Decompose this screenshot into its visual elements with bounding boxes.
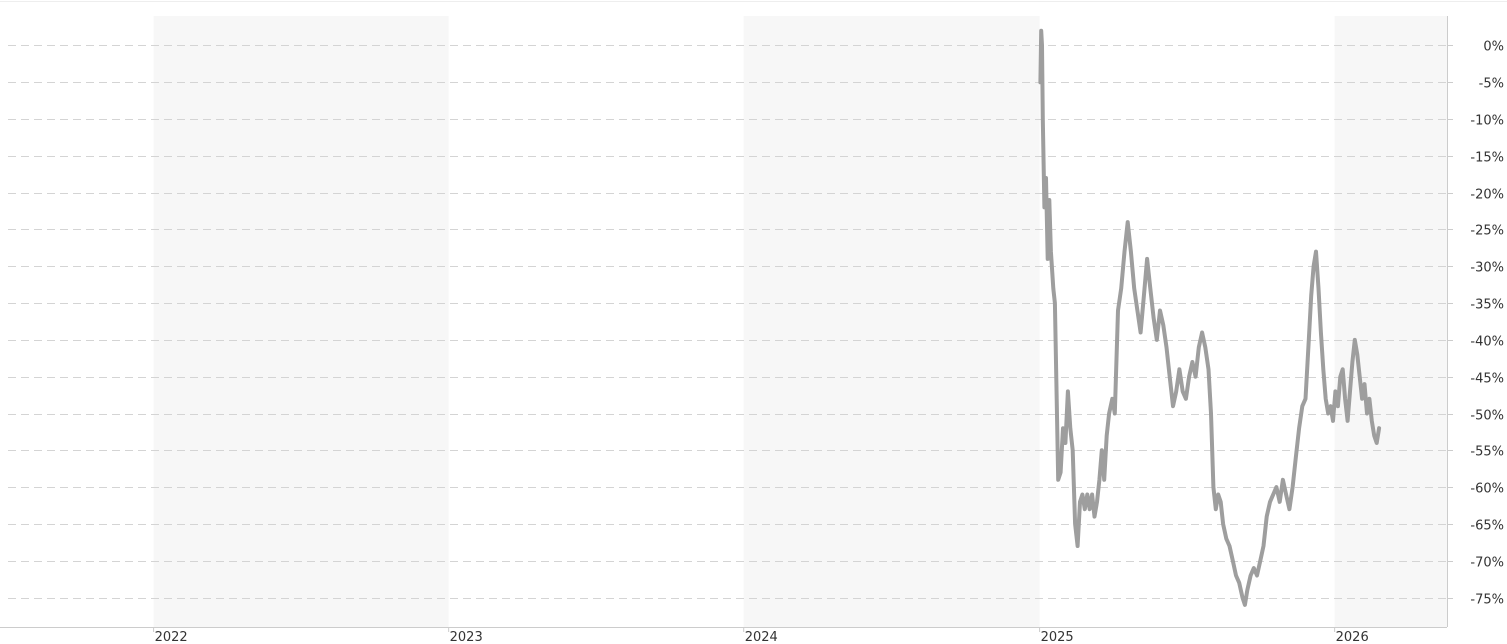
y-tick-label: -60% [1470, 482, 1504, 497]
series-line [1038, 28, 1382, 607]
x-tick-label: 2024 [745, 630, 778, 644]
x-tick-label: 2026 [1336, 630, 1369, 644]
y-tick-label: -30% [1470, 261, 1504, 276]
y-tick-label: -45% [1470, 372, 1504, 387]
y-tick-label: -65% [1470, 519, 1504, 534]
x-tick-label: 2023 [450, 630, 483, 644]
year-band-2022 [153, 16, 449, 627]
y-tick-label: -40% [1470, 335, 1504, 350]
gridlines [8, 45, 1447, 599]
y-tick-label: -50% [1470, 409, 1504, 424]
year-band-2024 [743, 16, 1040, 627]
y-tick-label: -35% [1470, 298, 1504, 313]
x-tick-label: 2025 [1041, 630, 1074, 644]
year-band-2026 [1334, 16, 1447, 627]
y-tick-label: -25% [1470, 224, 1504, 239]
y-tick-label: -10% [1470, 114, 1504, 129]
year-bands [153, 16, 1447, 627]
y-tick-label: -20% [1470, 188, 1504, 203]
y-tick-label: 0% [1483, 40, 1504, 55]
y-tick-label: -5% [1479, 77, 1504, 92]
y-tick-label: -70% [1470, 556, 1504, 571]
y-tick-label: -15% [1470, 151, 1504, 166]
y-tick-label: -55% [1470, 445, 1504, 460]
x-axis-ticks: 2022 2023 2024 2025 2026 [153, 627, 1369, 644]
y-tick-label: -75% [1470, 593, 1504, 608]
series-group [1038, 28, 1382, 607]
x-tick-label: 2022 [155, 630, 188, 644]
y-axis-ticks: 0% -5% -10% -15% -20% -25% -30% -35% -40% -45% -50… [1447, 40, 1504, 608]
